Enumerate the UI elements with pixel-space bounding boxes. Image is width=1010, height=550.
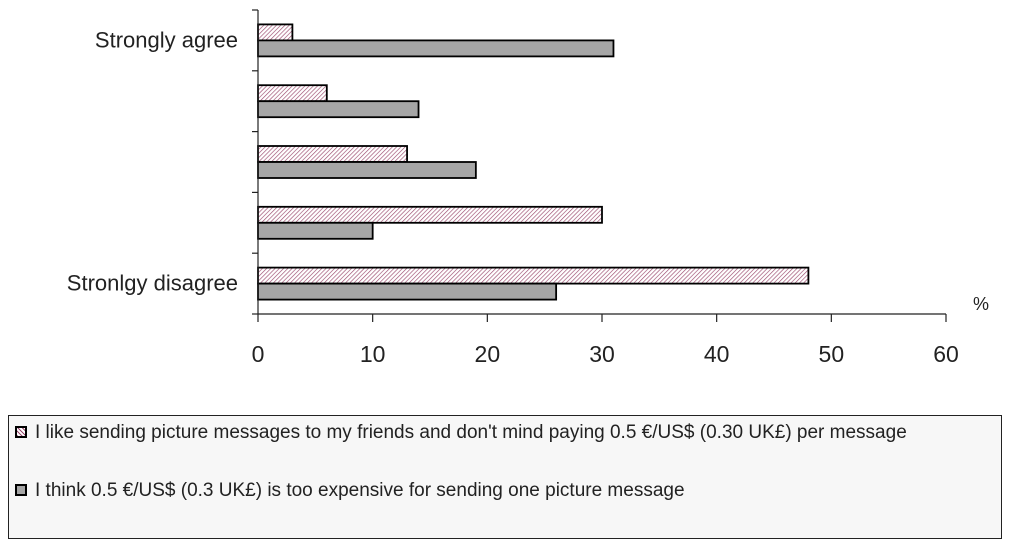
bar-series-1-cat-2	[257, 145, 408, 163]
bar-series-2-cat-2	[257, 161, 477, 179]
bar-chart: Strongly agree Stronlgy disagree 0 10 20 30 4…	[67, 9, 989, 367]
y-tick-label: Stronlgy disagree	[67, 271, 238, 296]
bar-series-2-cat-0	[257, 39, 615, 58]
legend-swatch-hatched	[15, 426, 27, 438]
bar-series-1-cat-3	[257, 205, 603, 224]
bar-series-2-cat-3	[257, 221, 374, 240]
x-axis-label: %	[973, 294, 989, 314]
bar-series-1-cat-0	[257, 23, 294, 42]
legend: I like sending picture messages to my fr…	[8, 415, 1002, 539]
bar-series-1-cat-1	[257, 84, 328, 103]
x-tick-label: 0	[252, 341, 265, 367]
bar-series-2-cat-1	[257, 100, 420, 119]
legend-label-series-2: I think 0.5 €/US$ (0.3 UK£) is too expen…	[35, 480, 685, 501]
x-tick-label: 20	[475, 341, 501, 367]
x-tick-label: 50	[819, 341, 845, 367]
legend-item-series-1: I like sending picture messages to my fr…	[15, 419, 993, 446]
x-tick-label: 60	[933, 341, 959, 367]
legend-label-series-1: I like sending picture messages to my fr…	[35, 422, 907, 443]
legend-item-series-2: I think 0.5 €/US$ (0.3 UK£) is too expen…	[15, 477, 993, 504]
y-tick-label: Strongly agree	[95, 27, 238, 52]
bar-series-2-cat-4	[257, 282, 558, 301]
bar-series-1-cat-4	[257, 266, 810, 285]
x-tick-label: 40	[704, 341, 730, 367]
x-tick-label: 30	[589, 341, 615, 367]
x-tick-label: 10	[360, 341, 386, 367]
legend-swatch-gray	[15, 484, 27, 496]
